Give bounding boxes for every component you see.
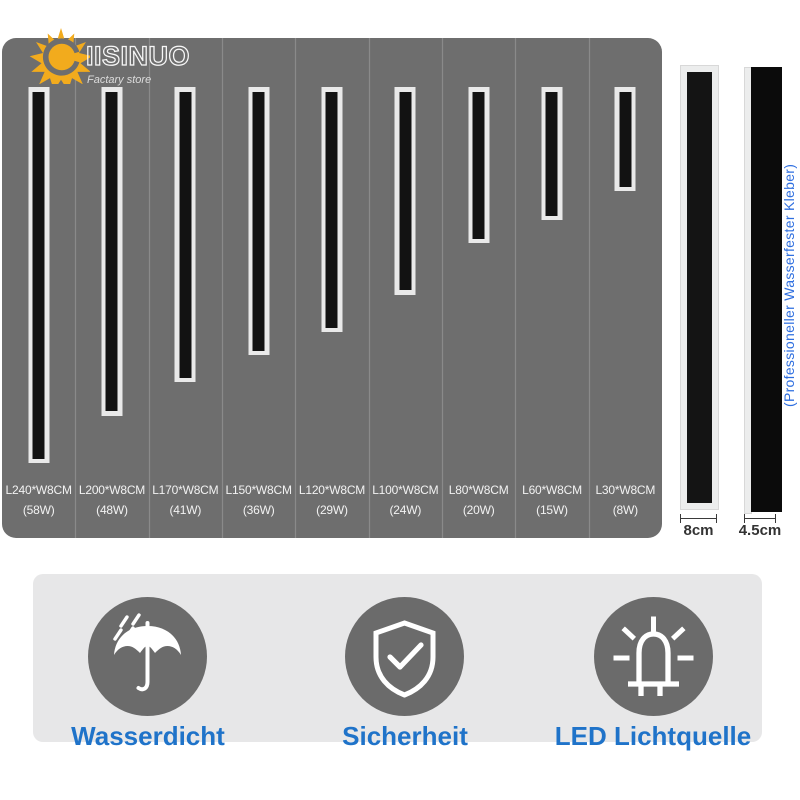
svg-text:IISINUO: IISINUO xyxy=(86,41,190,71)
